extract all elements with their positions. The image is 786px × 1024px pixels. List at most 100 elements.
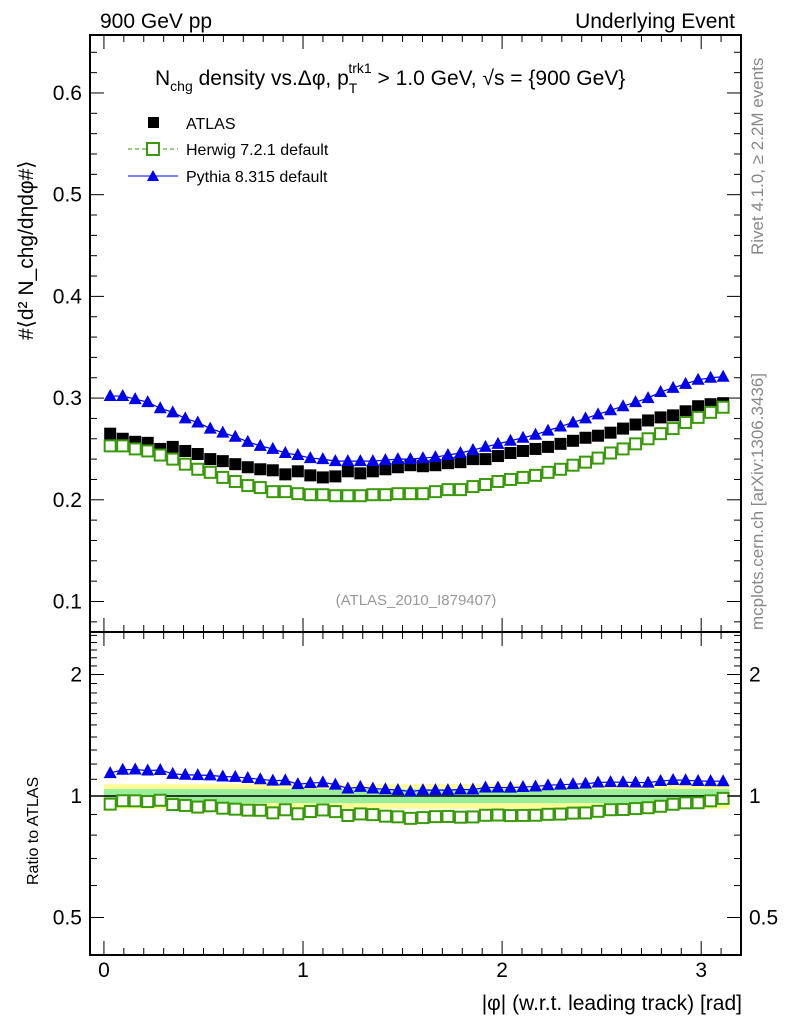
pythia-ratio-point	[679, 773, 693, 786]
herwig-main-point	[566, 458, 580, 472]
ratio-y-tick-label: 2	[70, 664, 82, 687]
pythia-ratio-point	[441, 783, 455, 796]
atlas-point	[617, 422, 630, 435]
herwig-ratio-point	[216, 801, 230, 815]
pythia-main-point	[378, 453, 392, 466]
herwig-ratio-point	[116, 794, 130, 808]
pythia-ratio-point	[178, 767, 192, 780]
atlas-point	[179, 444, 192, 457]
herwig-ratio-point	[253, 803, 267, 817]
herwig-main-point	[503, 472, 517, 486]
herwig-ratio-point	[453, 810, 467, 824]
pythia-main-point	[679, 376, 693, 389]
legend: ATLAS Herwig 7.2.1 default Pythia 8.315 …	[128, 116, 329, 186]
atlas-point	[541, 440, 554, 453]
pythia-main-point	[353, 454, 367, 467]
pythia-main-point	[503, 433, 517, 446]
pythia-ratio-point	[241, 771, 255, 784]
pythia-ratio-point	[291, 777, 305, 790]
herwig-ratio-point	[103, 797, 117, 811]
pythia-main-point	[178, 411, 192, 424]
pythia-ratio-point	[303, 776, 317, 789]
header-left: 900 GeV pp	[100, 10, 212, 33]
herwig-main-point	[528, 468, 542, 482]
pythia-main-point	[666, 380, 680, 393]
pythia-main-point	[316, 452, 330, 465]
pythia-ratio-point	[266, 773, 280, 786]
atlas-point	[366, 465, 379, 478]
pythia-main-point	[291, 448, 305, 461]
pythia-main-point	[491, 436, 505, 449]
y-axis-label: #⟨d² N_chg/dηdφ#⟩	[15, 161, 38, 340]
herwig-ratio-point	[503, 809, 517, 823]
herwig-main-point	[291, 487, 305, 501]
atlas-point	[279, 468, 292, 481]
ratio-y-tick-label: 0.5	[53, 907, 82, 930]
herwig-main-point	[241, 479, 255, 493]
pythia-ratio-point	[328, 777, 342, 790]
herwig-ratio-point	[666, 797, 680, 811]
herwig-ratio-point	[441, 809, 455, 823]
pythia-main-point	[566, 415, 580, 428]
atlas-point	[241, 461, 254, 474]
herwig-main-point	[303, 488, 317, 502]
herwig-ratio-point	[303, 805, 317, 819]
atlas-point	[204, 453, 217, 466]
herwig-main-point	[316, 488, 330, 502]
atlas-point	[654, 411, 667, 424]
herwig-ratio-point	[641, 801, 655, 815]
herwig-main-point	[654, 427, 668, 441]
atlas-point	[341, 465, 354, 478]
atlas-point	[567, 434, 580, 447]
herwig-main-point	[679, 415, 693, 429]
pythia-ratio-point	[391, 783, 405, 796]
atlas-point	[266, 464, 279, 477]
herwig-main-point	[441, 483, 455, 497]
herwig-main-point	[604, 446, 618, 460]
pythia-main-point	[116, 389, 130, 402]
herwig-main-point	[391, 487, 405, 501]
y-tick-label: 0.1	[53, 590, 82, 613]
herwig-main-point	[516, 470, 530, 484]
herwig-main-point	[453, 483, 467, 497]
legend-marker-herwig	[146, 142, 160, 156]
pythia-ratio-point	[478, 780, 492, 793]
pythia-main-point	[453, 446, 467, 459]
herwig-main-point	[466, 480, 480, 494]
pythia-ratio-point	[554, 777, 568, 790]
atlas-point	[304, 469, 317, 482]
herwig-main-point	[166, 452, 180, 466]
pythia-ratio-point	[166, 766, 180, 779]
pythia-main-point	[616, 399, 630, 412]
herwig-main-point	[266, 485, 280, 499]
herwig-main-point	[216, 470, 230, 484]
ratio-y-tick-label: 0.5	[749, 907, 778, 930]
herwig-ratio-point	[478, 808, 492, 822]
herwig-ratio-point	[178, 798, 192, 812]
atlas-point	[604, 426, 617, 439]
pythia-ratio-point	[491, 780, 505, 793]
pythia-main-point	[604, 403, 618, 416]
pythia-ratio-point	[278, 773, 292, 786]
analysis-watermark: (ATLAS_2010_I879407)	[336, 592, 497, 609]
herwig-main-point	[554, 462, 568, 476]
atlas-point	[579, 431, 592, 444]
herwig-main-point	[353, 489, 367, 503]
herwig-main-point	[428, 485, 442, 499]
pythia-ratio-point	[641, 775, 655, 788]
atlas-point	[679, 405, 692, 418]
plot-title: Nchg density vs.Δφ, pTtrk1 > 1.0 GeV, √s…	[155, 60, 625, 96]
atlas-point	[191, 448, 204, 461]
herwig-main-point	[641, 432, 655, 446]
atlas-point	[667, 409, 680, 422]
pythia-ratio-point	[366, 781, 380, 794]
herwig-ratio-point	[654, 799, 668, 813]
herwig-ratio-point	[716, 791, 730, 805]
y-tick-label: 0.6	[53, 82, 82, 105]
herwig-ratio-point	[316, 803, 330, 817]
pythia-main-point	[704, 370, 718, 383]
pythia-main-point	[166, 405, 180, 418]
pythia-main-point	[391, 452, 405, 465]
herwig-ratio-point	[466, 810, 480, 824]
